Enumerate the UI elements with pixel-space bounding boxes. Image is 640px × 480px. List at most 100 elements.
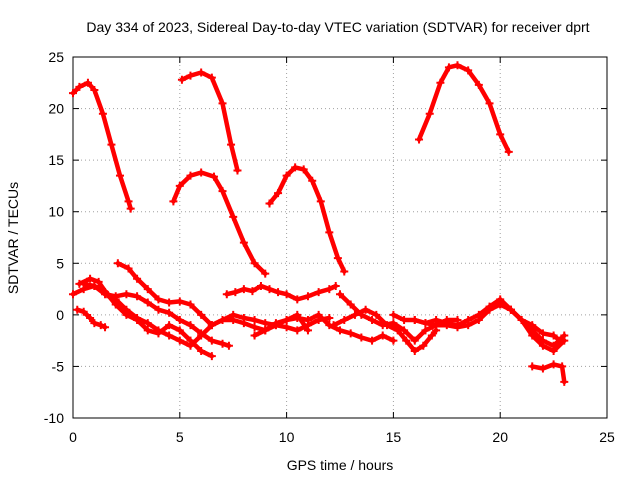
series-line xyxy=(267,165,347,274)
y-tick-label: 25 xyxy=(48,49,64,65)
series-arc-18 xyxy=(528,360,569,386)
data-point xyxy=(274,189,283,198)
data-point xyxy=(308,176,317,185)
series-line xyxy=(416,63,511,155)
y-tick-label: -5 xyxy=(52,358,65,374)
data-point xyxy=(538,329,547,338)
data-point xyxy=(207,73,216,82)
data-point xyxy=(361,305,370,314)
data-point xyxy=(154,329,163,338)
data-point xyxy=(233,166,242,175)
data-point xyxy=(282,323,291,332)
data-point xyxy=(239,238,248,247)
x-tick-label: 5 xyxy=(176,429,184,445)
y-tick-label: 5 xyxy=(56,255,64,271)
data-point xyxy=(346,300,355,309)
data-point xyxy=(177,75,186,84)
data-point xyxy=(299,165,308,174)
data-point xyxy=(444,63,453,72)
data-point xyxy=(169,197,178,206)
data-point xyxy=(250,331,259,340)
data-point xyxy=(256,281,265,290)
series-arc-3 xyxy=(415,61,513,156)
data-point xyxy=(357,333,366,342)
data-point xyxy=(231,288,240,297)
data-point xyxy=(250,259,259,268)
data-point xyxy=(227,140,236,149)
data-point xyxy=(98,109,107,118)
y-tick-label: -10 xyxy=(44,410,64,426)
series-arc-11 xyxy=(222,281,340,304)
data-point xyxy=(340,267,349,276)
data-point xyxy=(382,321,391,330)
series-arc-17 xyxy=(496,300,569,355)
data-point xyxy=(96,321,105,330)
data-point xyxy=(154,295,163,304)
data-point xyxy=(69,89,77,98)
data-point xyxy=(239,285,248,294)
data-point xyxy=(90,281,99,290)
series-arc-7 xyxy=(75,274,216,361)
data-point xyxy=(389,310,398,319)
data-point xyxy=(303,292,312,301)
data-point xyxy=(425,109,434,118)
data-point xyxy=(496,300,505,309)
plot-frame xyxy=(72,56,608,419)
data-point xyxy=(186,300,195,309)
data-point xyxy=(197,68,206,77)
data-point xyxy=(372,310,381,319)
data-point xyxy=(79,307,88,316)
data-point xyxy=(464,66,473,75)
y-axis-label: SDTVAR / TECUs xyxy=(5,182,21,294)
data-point xyxy=(101,290,110,299)
data-point xyxy=(218,339,227,348)
data-point xyxy=(261,326,270,335)
data-point xyxy=(303,316,312,325)
data-point xyxy=(333,254,342,263)
data-point xyxy=(368,316,377,325)
series-arc-14 xyxy=(329,305,441,355)
data-point xyxy=(549,360,558,369)
data-point xyxy=(83,78,92,87)
data-point xyxy=(393,326,402,335)
series-arc-12 xyxy=(250,310,398,345)
data-point xyxy=(538,341,547,350)
data-point xyxy=(111,292,120,301)
x-tick-label: 25 xyxy=(599,429,615,445)
data-point xyxy=(90,319,99,328)
series-group xyxy=(69,61,569,386)
data-point xyxy=(528,321,537,330)
x-tick-label: 10 xyxy=(279,429,295,445)
data-point xyxy=(79,279,88,288)
data-point xyxy=(517,316,526,325)
data-point xyxy=(436,78,445,87)
data-point xyxy=(197,346,206,355)
data-point xyxy=(165,331,174,340)
data-point xyxy=(133,316,142,325)
data-point xyxy=(186,336,195,345)
data-point xyxy=(506,305,515,314)
data-point xyxy=(274,288,283,297)
series-arc-10 xyxy=(73,305,110,332)
data-point xyxy=(229,310,238,319)
data-point xyxy=(558,362,567,371)
data-point xyxy=(325,285,334,294)
data-point xyxy=(271,319,280,328)
data-point xyxy=(218,187,227,196)
data-point xyxy=(340,316,349,325)
data-point xyxy=(186,321,195,330)
data-point xyxy=(239,313,248,322)
data-point xyxy=(224,341,233,350)
data-point xyxy=(186,171,195,180)
data-point xyxy=(111,300,120,309)
data-point xyxy=(549,331,558,340)
data-point xyxy=(197,329,206,338)
series-arc-8 xyxy=(79,279,233,350)
data-point xyxy=(528,362,537,371)
data-point xyxy=(410,346,419,355)
data-point xyxy=(175,326,184,335)
data-point xyxy=(133,292,142,301)
x-axis-label: GPS time / hours xyxy=(287,457,394,473)
